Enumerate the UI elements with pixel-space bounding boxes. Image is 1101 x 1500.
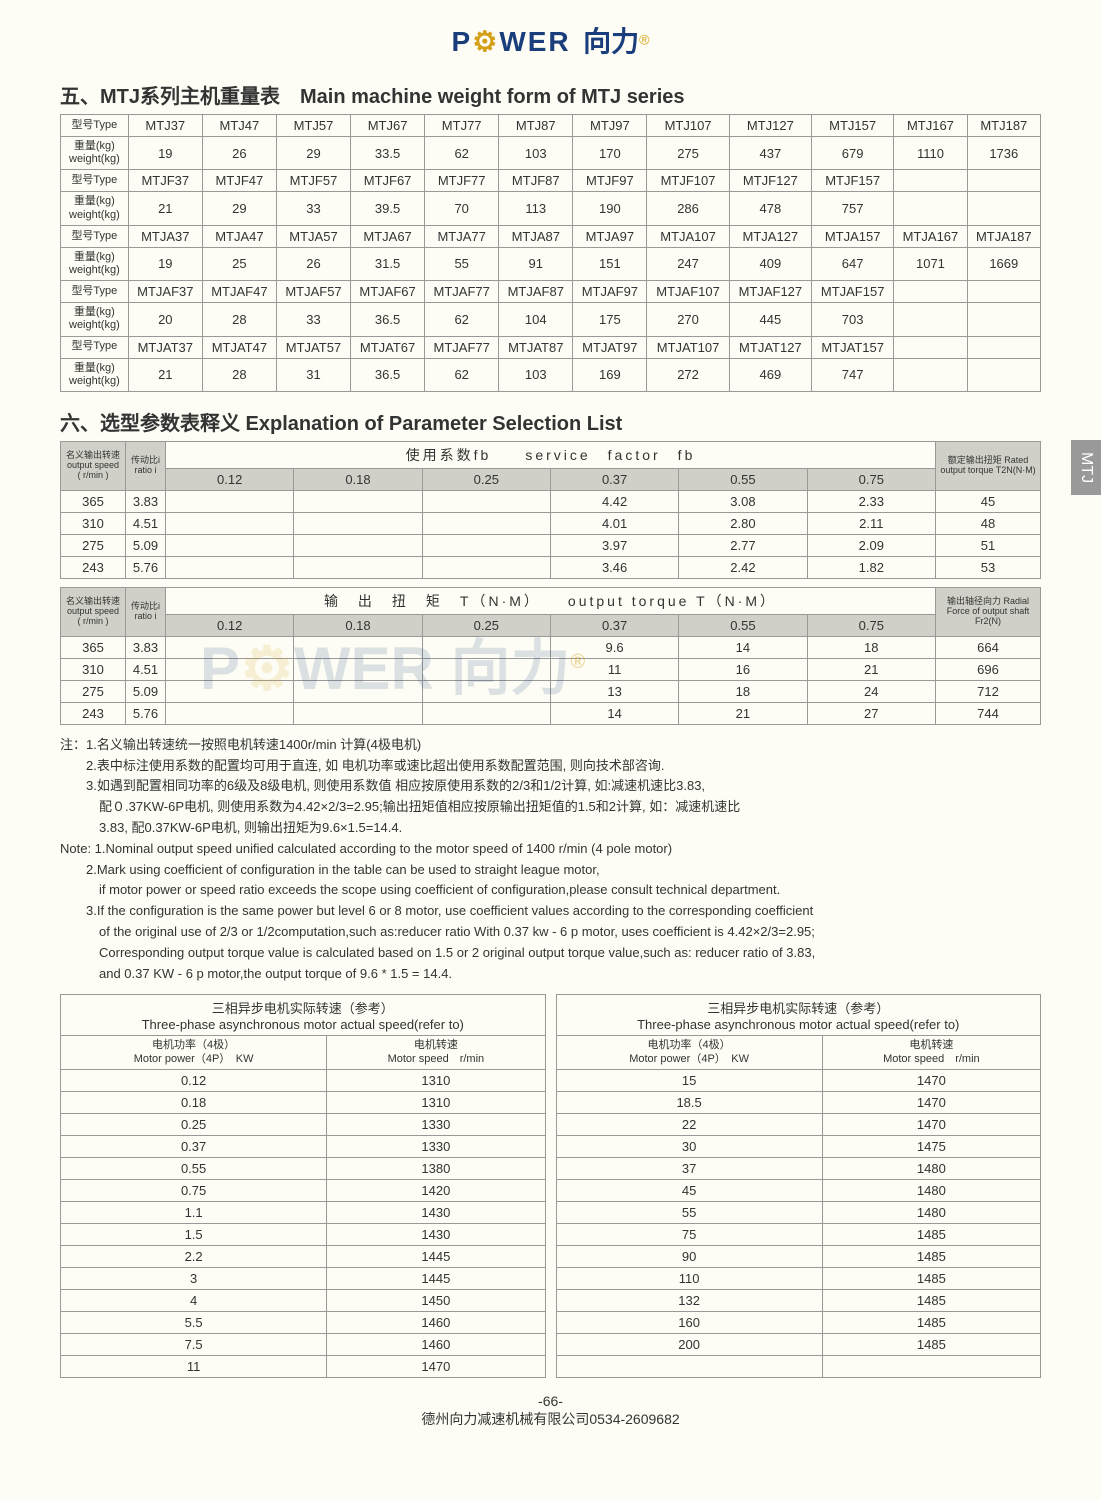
side-tab: MTJ bbox=[1071, 440, 1101, 495]
footer: -66- 德州向力减速机械有限公司0534-2609682 bbox=[60, 1393, 1041, 1429]
section5-title: 五、MTJ系列主机重量表 Main machine weight form of… bbox=[60, 80, 1041, 109]
notes: 注：1.名义输出转速统一按照电机转速1400r/min 计算(4极电机) 2.表… bbox=[60, 735, 1041, 985]
weight-table: 型号TypeMTJ37MTJ47MTJ57MTJ67MTJ77MTJ87MTJ9… bbox=[60, 114, 1041, 392]
ot-table: 名义输出转速output speed( r/min )传动比iratio i输 … bbox=[60, 587, 1041, 725]
speed-tables: 三相异步电机实际转速（参考）Three-phase asynchronous m… bbox=[60, 994, 1041, 1377]
section6-title: 六、选型参数表释义 Explanation of Parameter Selec… bbox=[60, 407, 1041, 436]
logo: P⚙WER 向力® bbox=[60, 20, 1041, 60]
sf-table: 名义输出转速output speed( r/min )传动比iratio i使用… bbox=[60, 441, 1041, 579]
